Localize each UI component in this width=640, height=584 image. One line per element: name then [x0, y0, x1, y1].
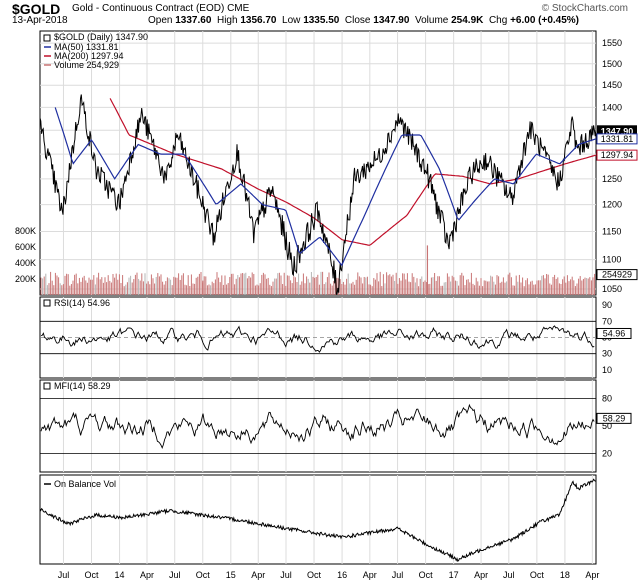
mfi-tick-label: 80	[602, 393, 612, 403]
y-tick-label: 1200	[602, 200, 622, 210]
rsi-tick-label: 90	[602, 300, 612, 310]
rsi-tick-label: 10	[602, 365, 612, 375]
value-label-red: 1297.94	[601, 150, 634, 160]
volume-tick-label: 400K	[15, 258, 36, 268]
x-tick-label: Apr	[585, 570, 599, 580]
chg-label: Chg	[488, 15, 508, 26]
x-tick-label: 14	[115, 570, 125, 580]
y-tick-label: 1150	[602, 227, 621, 237]
x-tick-label: Apr	[140, 570, 154, 580]
value-label-box	[596, 133, 638, 145]
low-label: Low	[282, 15, 301, 26]
rsi-value-label: 54.96	[603, 328, 626, 338]
ohlc-quote: Open 1337.60 High 1356.70 Low 1335.50 Cl…	[148, 15, 579, 26]
mfi-legend-swatch	[43, 382, 51, 390]
rsi-legend-swatch	[43, 299, 51, 307]
mfi-line	[40, 403, 595, 450]
y-tick-label: 1550	[602, 38, 622, 48]
x-tick-label: Jul	[58, 570, 70, 580]
mfi-panel-frame	[39, 379, 597, 473]
x-tick-label: Jul	[169, 570, 181, 580]
x-tick-label: Jul	[503, 570, 515, 580]
close-value: 1347.90	[373, 15, 410, 26]
symbol: $GOLD	[12, 1, 61, 17]
rsi-value-box	[596, 327, 632, 339]
legend-entry-2: Volume 254,929	[54, 60, 119, 70]
y-tick-label: 1500	[602, 59, 622, 69]
rsi-tick-label: 30	[602, 349, 612, 359]
legend-entry-0: MA(50) 1331.81	[54, 42, 119, 52]
x-tick-label: 18	[560, 570, 570, 580]
last-price-label: 1347.90	[601, 126, 634, 136]
y-tick-label: 1250	[602, 174, 622, 184]
close-label: Close	[344, 15, 371, 26]
last-price-box	[597, 125, 637, 137]
quote-date: 13-Apr-2018	[12, 15, 68, 26]
watermark: © StockCharts.com	[541, 3, 628, 14]
volume-label: Volume	[414, 15, 449, 26]
x-tick-label: Oct	[196, 570, 211, 580]
volume-value: 254.9K	[451, 15, 484, 26]
value-label-box	[596, 149, 638, 161]
x-tick-label: Oct	[307, 570, 322, 580]
exchange: CME	[227, 3, 250, 14]
obv-panel-frame	[39, 474, 597, 565]
low-value: 1335.50	[303, 15, 340, 26]
mfi-tick-label: 20	[602, 449, 612, 459]
open-value: 1337.60	[175, 15, 212, 26]
volume-tick-label: 800K	[15, 226, 36, 236]
price-line	[39, 94, 597, 295]
price-legend-swatch	[43, 34, 51, 42]
obv-line	[39, 478, 597, 563]
x-tick-label: Oct	[419, 570, 434, 580]
x-tick-label: 16	[337, 570, 347, 580]
y-tick-label: 1050	[602, 284, 622, 294]
description-text: Gold - Continuous Contract (EOD)	[72, 3, 225, 14]
open-label: Open	[148, 15, 173, 26]
high-value: 1356.70	[240, 15, 277, 26]
instrument-description: Gold - Continuous Contract (EOD) CME	[72, 3, 249, 14]
x-tick-label: Apr	[251, 570, 265, 580]
x-tick-label: Jul	[392, 570, 404, 580]
price-panel-frame	[39, 30, 597, 296]
rsi-title: RSI(14) 54.96	[54, 298, 110, 308]
value-label-volume: 254929	[602, 270, 632, 280]
chart-header: $GOLD Gold - Continuous Contract (EOD) C…	[0, 0, 640, 30]
x-tick-label: Oct	[530, 570, 545, 580]
high-label: High	[216, 15, 238, 26]
x-tick-label: Jul	[280, 570, 292, 580]
y-tick-label: 1400	[602, 102, 622, 112]
x-tick-label: 17	[449, 570, 459, 580]
mfi-tick-label: 50	[602, 421, 612, 431]
ma200-line	[109, 98, 597, 246]
volume-tick-label: 600K	[15, 242, 36, 252]
value-label-box	[596, 269, 638, 281]
x-tick-label: Apr	[363, 570, 377, 580]
x-tick-label: Apr	[474, 570, 488, 580]
mfi-value-box	[596, 412, 632, 424]
x-tick-label: Oct	[85, 570, 100, 580]
value-label-blue: 1331.81	[601, 134, 634, 144]
price-chart-title: $GOLD (Daily) 1347.90	[54, 32, 148, 42]
obv-title: On Balance Vol	[54, 479, 116, 489]
volume-tick-label: 200K	[15, 274, 36, 284]
ma50-line	[54, 107, 597, 267]
mfi-title: MFI(14) 58.29	[54, 381, 111, 391]
chg-value: +6.00 (+0.45%)	[510, 15, 580, 26]
x-tick-label: 15	[226, 570, 236, 580]
mfi-value-label: 58.29	[603, 413, 626, 423]
legend-entry-1: MA(200) 1297.94	[54, 51, 124, 61]
rsi-line	[40, 325, 595, 353]
rsi-tick-label: 70	[602, 316, 612, 326]
y-tick-label: 1450	[602, 80, 622, 90]
y-tick-label: 1100	[602, 255, 621, 265]
